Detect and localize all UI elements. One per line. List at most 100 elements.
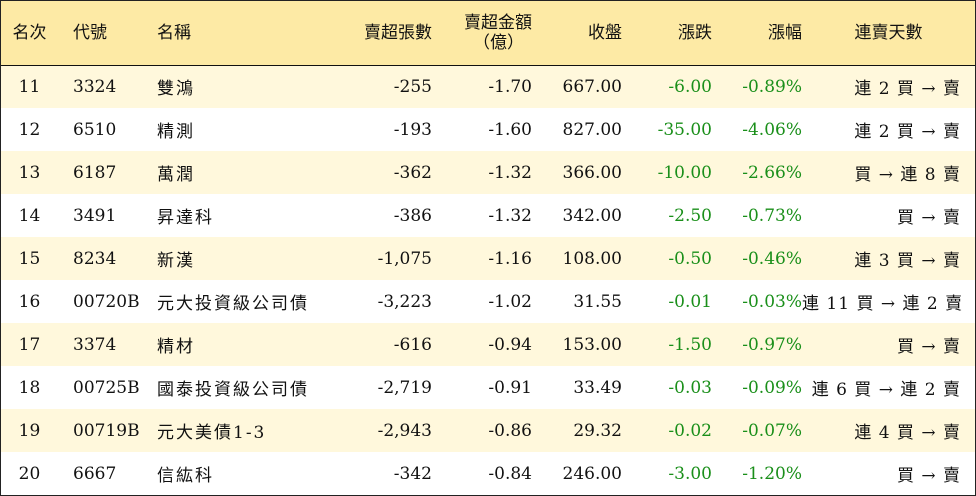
change-cell: -0.50 bbox=[668, 248, 712, 269]
change-pct-cell: -0.07% bbox=[742, 420, 802, 441]
close-cell: 29.32 bbox=[573, 420, 622, 441]
change-pct-cell: -1.20% bbox=[742, 463, 802, 484]
name-cell: 精測 bbox=[157, 122, 195, 142]
code-cell: 6667 bbox=[73, 463, 117, 484]
header-row: 名次 代號 名稱 賣超張數 賣超金額 （億） 收盤 漲跌 漲幅 連賣天數 bbox=[1, 1, 975, 65]
sell-volume-cell: -255 bbox=[393, 76, 432, 97]
code-cell: 6510 bbox=[73, 119, 117, 140]
sell-volume-cell: -2,943 bbox=[377, 420, 432, 441]
change-pct-cell: -0.03% bbox=[742, 291, 802, 312]
rank-cell: 13 bbox=[18, 162, 41, 183]
header-close: 收盤 bbox=[588, 22, 622, 43]
streak-cell: 連 6 買 → 連 2 賣 bbox=[811, 380, 961, 400]
streak-cell: 買 → 賣 bbox=[896, 337, 961, 357]
rank-cell: 16 bbox=[18, 291, 41, 312]
close-cell: 827.00 bbox=[562, 119, 622, 140]
name-cell: 信紘科 bbox=[157, 466, 214, 486]
table-row: 11 3324 雙鴻 -255 -1.70 667.00 -6.00 -0.89% 連 2 買 … bbox=[1, 65, 975, 108]
header-sell-amount: 賣超金額 （億） bbox=[432, 1, 532, 65]
name-cell: 元大美債1-3 bbox=[157, 423, 267, 443]
sell-volume-cell: -193 bbox=[393, 119, 432, 140]
change-cell: -35.00 bbox=[657, 119, 712, 140]
sell-volume-cell: -386 bbox=[393, 205, 432, 226]
header-sell-amount-unit: （億） bbox=[473, 32, 524, 53]
change-cell: -6.00 bbox=[668, 76, 712, 97]
close-cell: 366.00 bbox=[562, 162, 622, 183]
change-cell: -0.03 bbox=[668, 377, 712, 398]
header-rank: 名次 bbox=[12, 22, 47, 43]
table-row: 14 3491 昇達科 -386 -1.32 342.00 -2.50 -0.73% 買 → 賣 bbox=[1, 194, 975, 237]
table-row: 20 6667 信紘科 -342 -0.84 246.00 -3.00 -1.20% 買 → 賣 bbox=[1, 452, 975, 495]
header-name: 名稱 bbox=[157, 22, 191, 43]
streak-cell: 連 4 買 → 賣 bbox=[854, 423, 961, 443]
sell-amount-cell: -0.84 bbox=[488, 463, 532, 484]
change-pct-cell: -0.89% bbox=[742, 76, 802, 97]
code-cell: 3324 bbox=[73, 76, 117, 97]
close-cell: 31.55 bbox=[573, 291, 622, 312]
change-cell: -10.00 bbox=[657, 162, 712, 183]
header-code: 代號 bbox=[73, 22, 107, 43]
streak-cell: 買 → 連 8 賣 bbox=[854, 165, 961, 185]
rank-cell: 15 bbox=[18, 248, 41, 269]
name-cell: 元大投資級公司債 bbox=[157, 294, 309, 314]
code-cell: 6187 bbox=[73, 162, 117, 183]
sell-amount-cell: -1.32 bbox=[488, 205, 532, 226]
code-cell: 3491 bbox=[73, 205, 117, 226]
sell-amount-cell: -1.32 bbox=[488, 162, 532, 183]
close-cell: 667.00 bbox=[562, 76, 622, 97]
code-cell: 8234 bbox=[73, 248, 117, 269]
table-body: 11 3324 雙鴻 -255 -1.70 667.00 -6.00 -0.89% 連 2 買 … bbox=[1, 65, 975, 495]
change-pct-cell: -0.73% bbox=[742, 205, 802, 226]
header-sell-volume: 賣超張數 bbox=[364, 22, 432, 43]
streak-cell: 買 → 賣 bbox=[896, 208, 961, 228]
table-row: 13 6187 萬潤 -362 -1.32 366.00 -10.00 -2.66% 買 → 連… bbox=[1, 151, 975, 194]
sell-volume-cell: -2,719 bbox=[377, 377, 432, 398]
sell-volume-cell: -342 bbox=[393, 463, 432, 484]
name-cell: 新漢 bbox=[157, 251, 195, 271]
rank-cell: 17 bbox=[18, 334, 41, 355]
rank-cell: 19 bbox=[18, 420, 41, 441]
sell-volume-cell: -1,075 bbox=[377, 248, 432, 269]
code-cell: 00725B bbox=[73, 377, 140, 398]
change-pct-cell: -0.46% bbox=[742, 248, 802, 269]
name-cell: 國泰投資級公司債 bbox=[157, 380, 309, 400]
streak-cell: 連 11 買 → 連 2 賣 bbox=[802, 294, 964, 314]
name-cell: 昇達科 bbox=[157, 208, 214, 228]
sell-volume-cell: -616 bbox=[393, 334, 432, 355]
change-cell: -0.01 bbox=[668, 291, 712, 312]
sell-volume-cell: -3,223 bbox=[377, 291, 432, 312]
streak-cell: 買 → 賣 bbox=[896, 466, 961, 486]
table-row: 15 8234 新漢 -1,075 -1.16 108.00 -0.50 -0.46% 連 3 … bbox=[1, 237, 975, 280]
table-header: 名次 代號 名稱 賣超張數 賣超金額 （億） 收盤 漲跌 漲幅 連賣天數 bbox=[1, 1, 975, 65]
change-pct-cell: -0.97% bbox=[742, 334, 802, 355]
rank-cell: 11 bbox=[18, 76, 41, 97]
rank-cell: 18 bbox=[18, 377, 41, 398]
close-cell: 246.00 bbox=[562, 463, 622, 484]
change-cell: -0.02 bbox=[668, 420, 712, 441]
name-cell: 精材 bbox=[157, 337, 195, 357]
name-cell: 雙鴻 bbox=[157, 79, 195, 100]
table-row: 12 6510 精測 -193 -1.60 827.00 -35.00 -4.06% 連 2 買… bbox=[1, 108, 975, 151]
name-cell: 萬潤 bbox=[157, 165, 195, 185]
header-change-pct: 漲幅 bbox=[768, 22, 802, 43]
table-row: 19 00719B 元大美債1-3 -2,943 -0.86 29.32 -0.02 -0.0… bbox=[1, 409, 975, 452]
table-row: 17 3374 精材 -616 -0.94 153.00 -1.50 -0.97% 買 → 賣 bbox=[1, 323, 975, 366]
sell-amount-cell: -0.86 bbox=[488, 420, 532, 441]
sell-amount-cell: -1.60 bbox=[488, 119, 532, 140]
table-row: 16 00720B 元大投資級公司債 -3,223 -1.02 31.55 -0.01 -0.… bbox=[1, 280, 975, 323]
change-pct-cell: -4.06% bbox=[742, 119, 802, 140]
header-change: 漲跌 bbox=[678, 22, 712, 43]
close-cell: 153.00 bbox=[562, 334, 622, 355]
rank-cell: 14 bbox=[18, 205, 41, 226]
close-cell: 33.49 bbox=[573, 377, 622, 398]
change-cell: -1.50 bbox=[668, 334, 712, 355]
sell-amount-cell: -1.16 bbox=[488, 248, 532, 269]
sell-amount-cell: -1.02 bbox=[488, 291, 532, 312]
code-cell: 00720B bbox=[73, 291, 140, 312]
sell-amount-cell: -0.94 bbox=[488, 334, 532, 355]
header-streak: 連賣天數 bbox=[854, 22, 923, 43]
close-cell: 342.00 bbox=[562, 205, 622, 226]
sell-amount-cell: -1.70 bbox=[488, 76, 532, 97]
sell-volume-cell: -362 bbox=[393, 162, 432, 183]
